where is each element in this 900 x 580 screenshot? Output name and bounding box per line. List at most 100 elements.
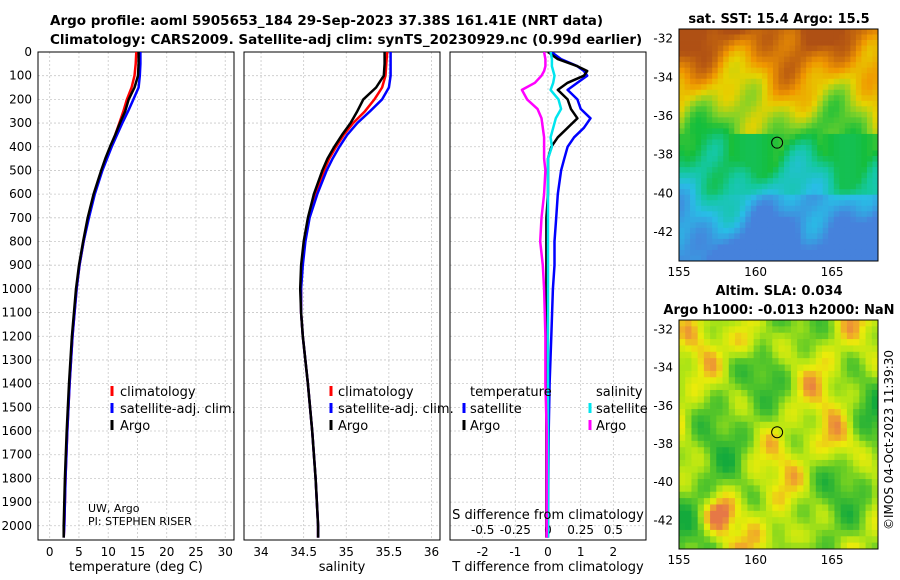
heatmap-cell bbox=[833, 145, 840, 151]
heatmap-cell bbox=[766, 421, 773, 429]
heatmap-cell bbox=[866, 84, 873, 91]
heatmap-cell bbox=[722, 370, 730, 378]
heatmap-cell bbox=[866, 150, 873, 157]
heatmap-cell bbox=[778, 200, 785, 207]
heatmap-cell bbox=[734, 453, 742, 461]
heatmap-cell bbox=[822, 523, 829, 531]
heatmap-cell bbox=[679, 128, 685, 135]
heatmap-cell bbox=[747, 409, 755, 416]
heatmap-cell bbox=[853, 479, 860, 486]
heatmap-cell bbox=[828, 326, 835, 334]
heatmap-cell bbox=[722, 415, 730, 423]
heatmap-cell bbox=[697, 402, 705, 410]
heatmap-cell bbox=[855, 67, 862, 74]
heatmap-cell bbox=[684, 34, 691, 41]
heatmap-cell bbox=[828, 459, 835, 467]
heatmap-cell bbox=[685, 479, 692, 486]
heatmap-cell bbox=[734, 194, 741, 201]
heatmap-cell bbox=[734, 205, 741, 212]
heatmap-cell bbox=[739, 51, 746, 58]
heatmap-cell bbox=[741, 377, 748, 385]
heatmap-cell bbox=[828, 222, 835, 229]
heatmap-cell bbox=[701, 233, 708, 240]
heatmap-cell bbox=[761, 167, 768, 174]
heatmap-cell bbox=[778, 485, 786, 493]
heatmap-cell bbox=[853, 536, 860, 544]
credit-line2: PI: STEPHEN RISER bbox=[88, 515, 192, 528]
heatmap-cell bbox=[753, 326, 761, 334]
heatmap-cell bbox=[701, 62, 708, 69]
salinity-profiles bbox=[298, 52, 392, 538]
heatmap-cell bbox=[872, 211, 879, 218]
heatmap-cell bbox=[690, 255, 696, 262]
heatmap-cell bbox=[790, 332, 798, 340]
heatmap-cell bbox=[766, 498, 773, 505]
heatmap-cell bbox=[739, 156, 746, 162]
heatmap-cell bbox=[817, 150, 824, 157]
heatmap-cell bbox=[840, 345, 848, 353]
heatmap-cell bbox=[872, 45, 879, 52]
heatmap-cell bbox=[800, 178, 807, 185]
heatmap-cell bbox=[745, 89, 752, 96]
heatmap-cell bbox=[806, 167, 813, 174]
legend-temperature-title: temperature bbox=[470, 385, 552, 400]
heatmap-cell bbox=[761, 172, 768, 179]
heatmap-cell bbox=[855, 34, 862, 41]
heatmap-cell bbox=[822, 536, 829, 544]
heatmap-cell bbox=[712, 122, 719, 129]
heatmap-cell bbox=[679, 510, 686, 518]
heatmap-cell bbox=[846, 459, 854, 467]
heatmap-cell bbox=[761, 89, 768, 96]
heatmap-cell bbox=[822, 216, 829, 223]
profile-line-t-satellite bbox=[546, 52, 592, 538]
heatmap-cell bbox=[795, 156, 802, 162]
heatmap-cell bbox=[761, 205, 768, 212]
heatmap-cell bbox=[750, 167, 757, 174]
heatmap-cell bbox=[840, 351, 848, 359]
heatmap-cell bbox=[840, 447, 848, 454]
heatmap-cell bbox=[817, 117, 824, 124]
heatmap-cell bbox=[872, 128, 879, 135]
heatmap-cell bbox=[855, 45, 862, 52]
heatmap-cell bbox=[717, 89, 724, 96]
heatmap-cell bbox=[784, 491, 792, 499]
heatmap-cell bbox=[865, 358, 873, 365]
heatmap-cell bbox=[772, 73, 779, 80]
heatmap-cell bbox=[828, 139, 835, 146]
heatmap-cell bbox=[778, 62, 785, 69]
heatmap-cell bbox=[716, 440, 723, 448]
heatmap-cell bbox=[817, 244, 824, 251]
depth-tick-label: 400 bbox=[9, 140, 32, 154]
heatmap-cell bbox=[833, 222, 840, 229]
heatmap-cell bbox=[833, 89, 840, 96]
heatmap-cell bbox=[706, 89, 713, 96]
heatmap-cell bbox=[761, 255, 768, 262]
heatmap-cell bbox=[772, 100, 779, 107]
heatmap-cell bbox=[710, 320, 717, 327]
heatmap-cell bbox=[800, 161, 807, 168]
heatmap-cell bbox=[759, 358, 767, 365]
heatmap-cell bbox=[865, 320, 873, 327]
heatmap-cell bbox=[741, 517, 748, 524]
depth-tick-label: 1600 bbox=[1, 424, 32, 438]
heatmap-cell bbox=[839, 73, 846, 80]
heatmap-cell bbox=[679, 45, 685, 52]
heatmap-cell bbox=[806, 200, 813, 207]
heatmap-cell bbox=[739, 45, 746, 52]
heatmap-cell bbox=[871, 358, 879, 365]
heatmap-cell bbox=[766, 459, 773, 467]
salinity-frame bbox=[243, 51, 441, 541]
heatmap-cell bbox=[865, 421, 873, 429]
heatmap-cell bbox=[712, 167, 719, 174]
heatmap-cell bbox=[815, 498, 823, 505]
heatmap-cell bbox=[809, 504, 817, 512]
heatmap-cell bbox=[691, 383, 699, 391]
heatmap-cell bbox=[834, 440, 842, 448]
heatmap-cell bbox=[795, 183, 802, 190]
heatmap-cell bbox=[778, 244, 785, 251]
heatmap-cell bbox=[685, 339, 692, 346]
heatmap-cell bbox=[766, 447, 773, 454]
heatmap-cell bbox=[703, 510, 711, 518]
heatmap-cell bbox=[701, 111, 708, 118]
heatmap-cell bbox=[679, 345, 686, 353]
